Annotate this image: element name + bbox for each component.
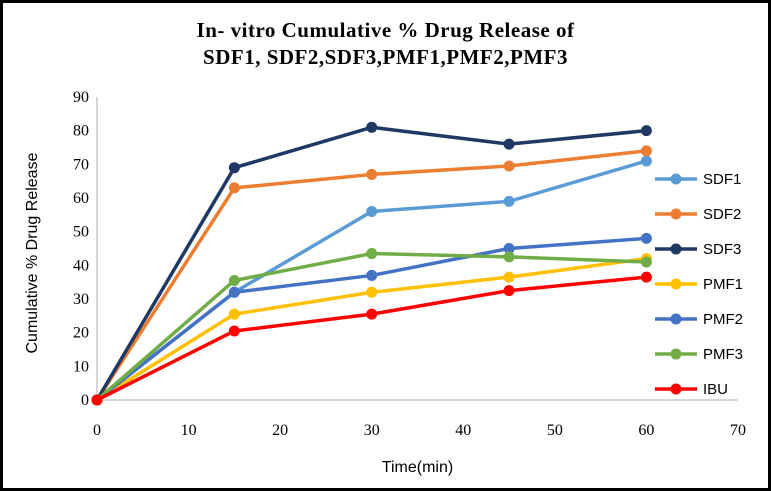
data-point [640, 232, 652, 244]
data-point [228, 286, 240, 298]
legend-swatch-dot [670, 208, 682, 220]
data-point [503, 243, 515, 254]
data-point [366, 121, 378, 133]
legend-label: PMF3 [703, 346, 743, 363]
x-tick-label: 20 [272, 422, 288, 439]
y-tick-label: 70 [73, 156, 89, 173]
legend-swatch-dot [670, 243, 682, 255]
y-axis-title: Cumulative % Drug Release [24, 152, 41, 354]
y-tick-label: 80 [73, 123, 89, 140]
y-tick-label: 50 [73, 224, 89, 241]
data-point [503, 195, 515, 207]
data-point [503, 160, 515, 172]
legend-item-SDF3: SDF3 [655, 241, 741, 258]
legend-swatch-dot [670, 383, 682, 395]
legend-label: SDF3 [703, 241, 741, 258]
legend-label: PMF1 [703, 276, 743, 293]
y-tick-label: 30 [73, 291, 89, 308]
data-point [366, 205, 378, 217]
data-point [503, 138, 515, 150]
legend-swatch-dot [670, 278, 682, 290]
x-tick-label: 70 [730, 422, 746, 439]
chart-title-line2: SDF1, SDF2,SDF3,PMF1,PMF2,PMF3 [203, 45, 568, 69]
data-point [228, 274, 240, 286]
x-tick-label: 40 [455, 422, 471, 439]
data-point [228, 162, 240, 174]
legend-swatch-dot [670, 348, 682, 360]
x-tick-label: 0 [93, 422, 101, 439]
legend-label: IBU [703, 381, 728, 398]
data-point [640, 125, 652, 137]
y-tick-labels: 0 10 20 30 40 50 60 70 80 90 [73, 89, 89, 409]
x-tick-label: 50 [547, 422, 563, 439]
data-point [640, 271, 652, 283]
data-point [366, 286, 378, 298]
legend-item-SDF2: SDF2 [655, 206, 741, 223]
legend-swatch-dot [670, 173, 682, 185]
y-tick-label: 40 [73, 257, 89, 274]
series-PMF2 [91, 232, 652, 406]
legend-item-PMF3: PMF3 [655, 346, 743, 363]
legend: SDF1 SDF2 SDF3 PMF1 PMF2 PMF3 IBU [655, 171, 743, 398]
legend-label: SDF1 [703, 171, 741, 188]
y-tick-label: 0 [81, 392, 89, 409]
series-SDF3 [91, 121, 652, 406]
data-point [366, 269, 378, 281]
x-tick-label: 30 [364, 422, 380, 439]
x-tick-label: 10 [181, 422, 197, 439]
y-tick-label: 60 [73, 190, 89, 207]
data-point [503, 285, 515, 297]
data-point [503, 251, 515, 263]
x-tick-labels: 0 10 20 30 40 50 60 70 [93, 422, 746, 439]
data-point [228, 308, 240, 320]
series-IBU [91, 271, 652, 406]
x-tick-label: 60 [638, 422, 654, 439]
y-tick-label: 10 [73, 358, 89, 375]
chart-title: In- vitro Cumulative % Drug Release of S… [3, 17, 768, 71]
legend-item-PMF2: PMF2 [655, 311, 743, 328]
data-point [366, 308, 378, 320]
data-point [228, 182, 240, 194]
data-point [366, 248, 378, 260]
chart-title-line1: In- vitro Cumulative % Drug Release of [196, 18, 575, 42]
legend-swatch-dot [670, 313, 682, 325]
legend-label: SDF2 [703, 206, 741, 223]
y-tick-label: 90 [73, 89, 89, 106]
series-PMF3 [91, 248, 652, 406]
data-point [91, 394, 103, 406]
data-point [640, 256, 652, 268]
data-point [640, 145, 652, 157]
x-axis-title: Time(min) [381, 459, 454, 476]
data-point [228, 325, 240, 337]
y-tick-label: 20 [73, 325, 89, 342]
legend-item-PMF1: PMF1 [655, 276, 743, 293]
legend-label: PMF2 [703, 311, 743, 328]
legend-item-IBU: IBU [655, 381, 728, 398]
data-point [640, 155, 652, 167]
data-point [503, 271, 515, 283]
legend-item-SDF1: SDF1 [655, 171, 741, 188]
data-point [366, 168, 378, 180]
